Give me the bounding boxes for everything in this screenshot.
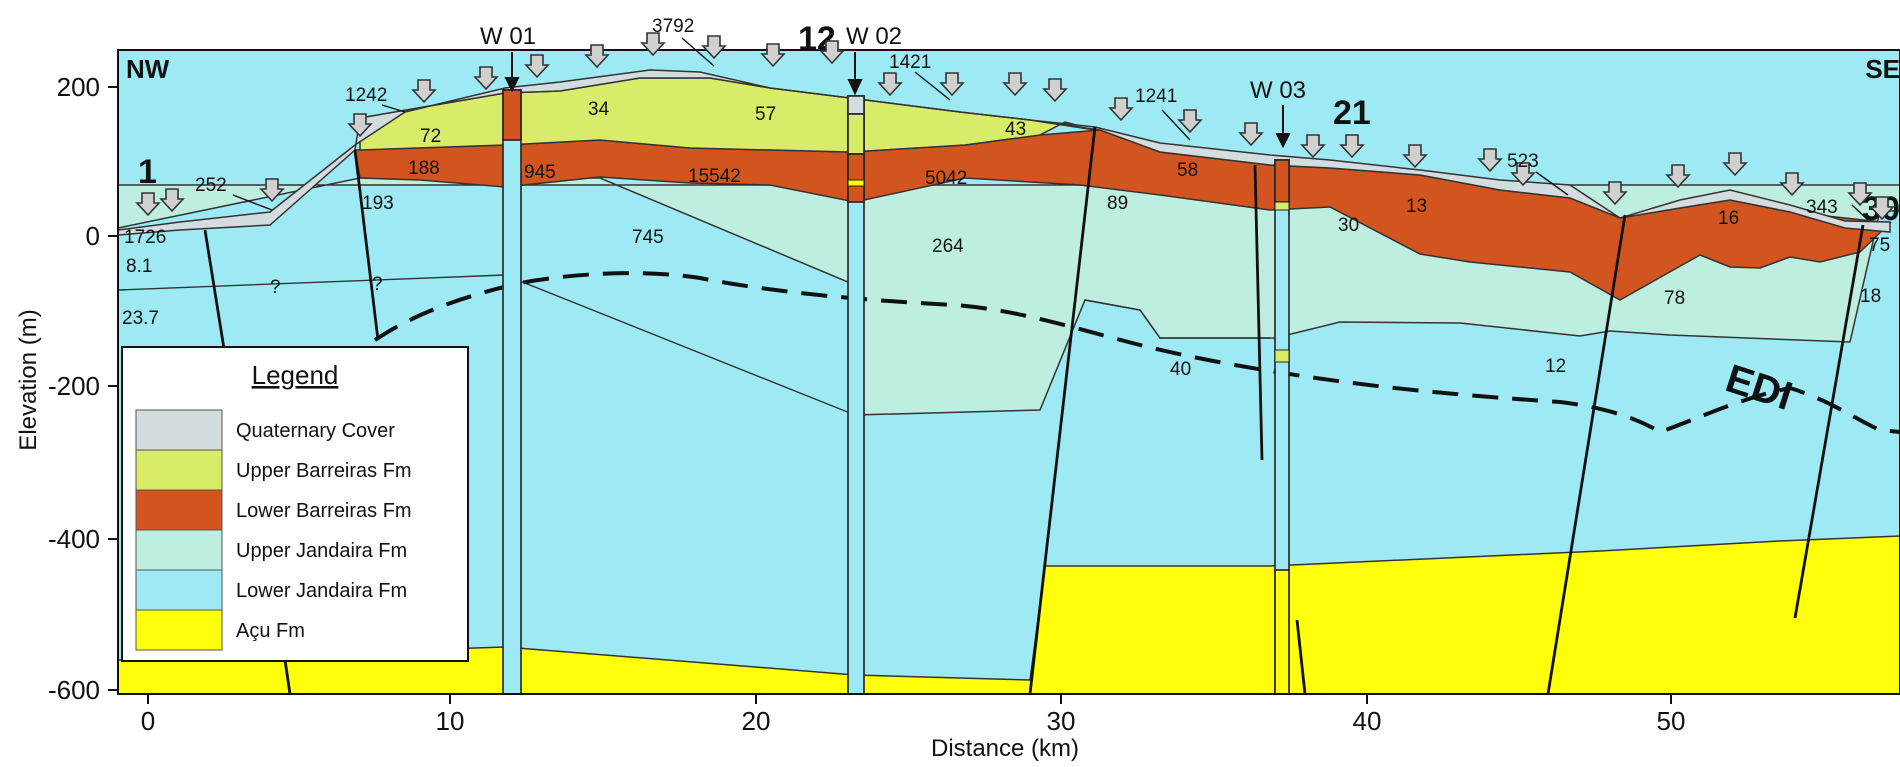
y-axis-title: Elevation (m) [15, 309, 42, 450]
y-tick-label: -200 [48, 371, 100, 401]
y-tick-label: 0 [86, 221, 100, 251]
leader-lines [232, 37, 1869, 221]
value-label: 23.7 [122, 308, 159, 329]
legend-swatch [135, 449, 223, 491]
value-label: 89 [1107, 193, 1128, 214]
value-label: 188 [408, 158, 440, 179]
value-label: 18 [1860, 286, 1881, 307]
value-label: 343 [1806, 197, 1838, 218]
value-label: 252 [195, 175, 227, 196]
value-label: 78 [1664, 288, 1685, 309]
acu-fm-layer [118, 535, 1900, 694]
value-label: 75 [1869, 235, 1890, 256]
contact-line [1084, 299, 1270, 339]
value-label: 40 [1170, 359, 1191, 380]
legend-title: Legend [252, 360, 339, 390]
value-label: 30 [1338, 215, 1359, 236]
value-label: ? [270, 277, 281, 298]
x-tick-label: 30 [1047, 706, 1076, 736]
value-label: 58 [1177, 160, 1198, 181]
x-axis-title: Distance (km) [931, 735, 1079, 762]
x-tick-label: 10 [436, 706, 465, 736]
value-label: 1242 [345, 85, 387, 106]
well-w02-column [847, 95, 865, 694]
x-tick-label: 20 [742, 706, 771, 736]
well-label: W 03 [1250, 77, 1306, 104]
value-label: 3792 [652, 16, 694, 37]
legend-item-label: Upper Jandaira Fm [236, 540, 407, 562]
value-label: 43 [1005, 119, 1026, 140]
legend-swatch [135, 569, 223, 611]
value-label: 34 [588, 99, 610, 120]
legend: Legend Quaternary Cover Upper Barreiras F… [121, 346, 469, 662]
fault-lines [203, 126, 1865, 694]
value-label: 72 [420, 126, 441, 147]
x-axis [147, 694, 1672, 704]
value-label: 12 [1545, 356, 1566, 377]
value-label: 13 [1406, 196, 1427, 217]
value-label: 1421 [889, 52, 931, 73]
edi-dashed-line [373, 271, 1900, 435]
value-label: 264 [932, 236, 964, 257]
value-label: 5042 [925, 168, 967, 189]
value-label: ? [372, 274, 383, 295]
value-label: 1241 [1135, 86, 1177, 107]
x-tick-label: 40 [1353, 706, 1382, 736]
well-w01-column [502, 89, 522, 694]
y-tick-label: -400 [48, 524, 100, 554]
well-label: W 02 [846, 23, 902, 50]
value-label: 57 [755, 104, 776, 125]
legend-item-label: Lower Barreiras Fm [236, 500, 412, 522]
y-axis [108, 86, 118, 691]
value-label: 16 [1718, 208, 1739, 229]
value-label: 15542 [688, 166, 741, 187]
legend-item-label: Upper Barreiras Fm [236, 460, 412, 482]
well-down-arrow [504, 52, 1291, 149]
legend-swatch [135, 529, 223, 571]
x-tick-label: 0 [141, 706, 155, 736]
value-label: 745 [632, 227, 664, 248]
y-tick-label: -600 [48, 675, 100, 705]
legend-swatch [135, 609, 223, 651]
value-label: 523 [1507, 151, 1539, 172]
value-label: 945 [524, 162, 556, 183]
x-tick-label: 50 [1657, 706, 1686, 736]
legend-swatch [135, 489, 223, 531]
y-tick-label: 200 [57, 72, 100, 102]
legend-item-label: Lower Jandaira Fm [236, 580, 407, 602]
value-label: 193 [362, 193, 394, 214]
plot-frame [117, 49, 1900, 695]
value-label: 1726 [124, 227, 166, 248]
profile-number-label: 1 [138, 153, 157, 191]
well-w03-column [1274, 159, 1290, 694]
quaternary-cover-layer [118, 69, 1891, 236]
well-label: W 01 [480, 23, 536, 50]
legend-item-label: Quaternary Cover [236, 420, 395, 442]
legend-item-label: Açu Fm [236, 620, 305, 642]
value-label: 8.1 [126, 256, 152, 277]
direction-nw-label: NW [126, 54, 170, 84]
direction-se-label: SE [1865, 54, 1900, 84]
profile-number-label: 21 [1333, 94, 1371, 132]
legend-swatch [135, 409, 223, 451]
